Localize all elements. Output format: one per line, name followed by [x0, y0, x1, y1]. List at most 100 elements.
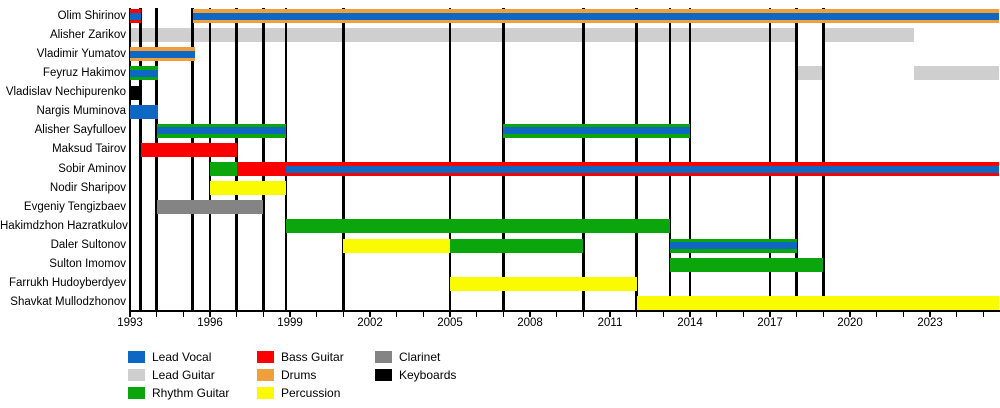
album-release-line	[191, 8, 194, 310]
x-axis-tick	[209, 312, 211, 317]
legend-label: Clarinet	[399, 350, 441, 364]
x-axis-tick	[502, 312, 505, 317]
member-label: Feyruz Hakimov	[42, 66, 126, 79]
member-label: Vladimir Yumatov	[36, 47, 126, 60]
member-label: Maksud Tairov	[52, 143, 126, 156]
timeline-bar-inner	[130, 69, 158, 77]
timeline-bar	[670, 257, 824, 272]
legend-item: Lead Vocal	[128, 351, 211, 363]
timeline-bar	[236, 162, 286, 177]
member-label: Evgeniy Tengizbaev	[23, 200, 126, 213]
album-release-line	[208, 8, 212, 310]
timeline-bar	[286, 162, 1000, 177]
x-axis-tick	[129, 312, 131, 317]
member-label: Vladislav Nechipurenko	[5, 86, 126, 99]
album-release-line	[668, 8, 672, 310]
member-label: Farrukh Hudoyberdyev	[9, 277, 126, 290]
legend-swatch	[128, 369, 145, 381]
album-release-line	[342, 8, 345, 310]
timeline-bar	[450, 238, 584, 253]
album-release-line	[502, 8, 505, 310]
x-axis-tick-label: 1996	[197, 317, 223, 329]
x-axis-line	[129, 310, 1000, 312]
timeline-bar	[130, 104, 158, 119]
legend-item: Drums	[257, 369, 316, 381]
legend-item: Lead Guitar	[128, 369, 215, 381]
timeline-bar	[156, 200, 264, 215]
x-axis-tick	[955, 312, 958, 317]
x-axis-tick	[582, 312, 585, 317]
x-axis-tick	[369, 312, 371, 317]
timeline-bar	[796, 66, 825, 81]
x-axis-tick-label: 2008	[517, 317, 543, 329]
x-axis-tick	[715, 312, 718, 317]
x-axis-tick-label: 2023	[917, 317, 943, 329]
album-release-line	[155, 8, 158, 310]
x-axis-tick-label: 2005	[437, 317, 463, 329]
x-axis-tick	[555, 312, 558, 317]
legend-swatch	[257, 387, 274, 399]
x-axis-tick	[742, 312, 745, 317]
legend-swatch	[375, 351, 392, 363]
x-axis-tick	[235, 312, 238, 317]
member-label: Sobir Aminov	[58, 162, 126, 175]
legend-label: Percussion	[281, 386, 341, 400]
x-axis-tick-label: 2020	[837, 317, 863, 329]
timeline-bar	[130, 47, 196, 62]
legend-item: Percussion	[257, 387, 340, 399]
timeline-bar-inner	[503, 127, 690, 135]
legend-item: Clarinet	[375, 351, 440, 363]
album-release-line	[768, 8, 772, 310]
x-axis-tick	[982, 312, 985, 317]
legend-swatch	[128, 387, 145, 399]
timeline-bar	[343, 238, 450, 253]
legend-label: Bass Guitar	[281, 350, 344, 364]
x-axis-tick	[822, 312, 825, 317]
y-axis-line	[129, 8, 131, 312]
x-axis-tick	[609, 312, 611, 317]
album-release-line	[582, 8, 585, 310]
x-axis-tick	[769, 312, 771, 317]
x-axis-tick	[929, 312, 931, 317]
timeline-bar	[210, 181, 286, 196]
timeline-bar	[210, 162, 237, 177]
timeline-bar	[914, 66, 1000, 81]
member-label: Olim Shirinov	[57, 9, 126, 22]
album-release-line	[448, 8, 452, 310]
timeline-bar	[130, 28, 797, 43]
x-axis-tick	[155, 312, 158, 317]
legend-label: Drums	[281, 368, 317, 382]
x-axis-tick	[395, 312, 398, 317]
member-label: Nodir Sharipov	[49, 181, 126, 194]
x-axis-tick	[635, 312, 638, 317]
x-axis-tick	[422, 312, 425, 317]
timeline-bar-inner	[286, 165, 1000, 173]
timeline-bar	[130, 85, 141, 100]
album-release-line	[284, 8, 288, 310]
legend-item: Keyboards	[375, 369, 456, 381]
x-axis-tick	[315, 312, 318, 317]
x-axis-tick	[529, 312, 531, 317]
legend-item: Bass Guitar	[257, 351, 344, 363]
plot-area: Olim Shirinov Alisher Zarikov Vladimir Yum…	[0, 8, 1000, 329]
x-axis-tick-label: 2014	[677, 317, 703, 329]
member-label: Hakimdzhon Hazratkulov	[0, 219, 128, 232]
x-axis-tick	[262, 312, 265, 317]
x-axis-tick-label: 1999	[277, 317, 303, 329]
timeline-bar	[636, 295, 1000, 310]
member-label: Alisher Zarikov	[49, 28, 126, 41]
x-axis-tick	[902, 312, 905, 317]
x-axis-tick	[849, 312, 851, 317]
x-axis-tick-label: 2011	[597, 317, 623, 329]
legend-swatch	[128, 351, 145, 363]
x-axis-tick	[875, 312, 878, 317]
timeline-bar	[156, 123, 286, 138]
timeline-bar	[503, 123, 690, 138]
x-axis-tick	[662, 312, 665, 317]
member-label: Sulton Imomov	[49, 258, 126, 271]
legend-swatch	[257, 369, 274, 381]
timeline-bar-inner	[670, 242, 797, 250]
timeline-bar	[192, 9, 1000, 23]
x-axis-tick	[289, 312, 291, 317]
timeline-bar	[140, 142, 237, 157]
